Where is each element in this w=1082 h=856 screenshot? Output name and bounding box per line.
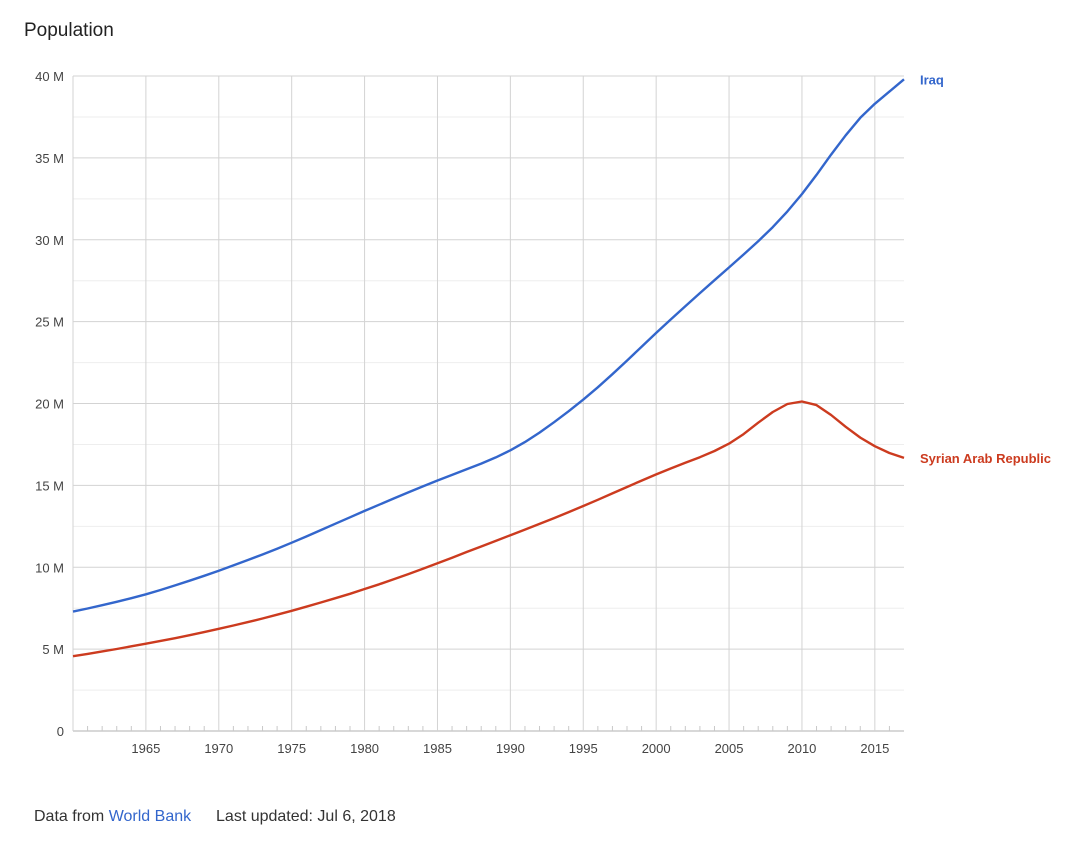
series-line-iraq[interactable] <box>72 78 905 613</box>
series-label-iraq: Iraq <box>920 72 944 87</box>
y-tick-label: 0 <box>57 724 64 739</box>
world-bank-link[interactable]: World Bank <box>108 808 192 825</box>
population-line-chart: 0 5 M 10 M 15 M 20 M 25 M 30 M 35 M 40 M 1965 197… <box>35 69 1051 756</box>
y-tick-label: 35 M <box>35 151 64 166</box>
grid-lines <box>72 75 904 732</box>
y-tick-label: 5 M <box>42 642 64 657</box>
x-tick-label: 1980 <box>350 741 379 756</box>
footer-source-prefix: Data from <box>34 808 105 825</box>
y-tick-label: 20 M <box>35 397 64 412</box>
x-axis-ticks: 1965 1970 1975 1980 1985 1990 1995 2000 2005 2010… <box>87 726 890 756</box>
y-tick-label: 10 M <box>35 560 64 575</box>
x-tick-label: 1990 <box>496 741 525 756</box>
last-updated-text: Last updated: Jul 6, 2018 <box>216 808 396 825</box>
chart-title: Population <box>24 20 114 41</box>
y-tick-label: 40 M <box>35 69 64 84</box>
series-labels: Iraq Syrian Arab Republic <box>920 72 1051 466</box>
y-tick-label: 25 M <box>35 315 64 330</box>
footer: Data from World Bank Last updated: Jul 6… <box>34 808 396 826</box>
y-tick-label: 15 M <box>35 478 64 493</box>
x-tick-label: 2015 <box>860 741 889 756</box>
x-tick-label: 1975 <box>277 741 306 756</box>
x-tick-label: 2005 <box>715 741 744 756</box>
series-lines <box>72 78 905 658</box>
y-axis-ticks: 0 5 M 10 M 15 M 20 M 25 M 30 M 35 M 40 M <box>35 69 64 739</box>
series-line-syria[interactable] <box>72 400 905 658</box>
x-tick-label: 2000 <box>642 741 671 756</box>
x-tick-label: 2010 <box>787 741 816 756</box>
series-label-syria: Syrian Arab Republic <box>920 451 1051 466</box>
x-tick-label: 1965 <box>131 741 160 756</box>
y-tick-label: 30 M <box>35 233 64 248</box>
x-tick-label: 1995 <box>569 741 598 756</box>
x-tick-label: 1985 <box>423 741 452 756</box>
x-tick-label: 1970 <box>204 741 233 756</box>
